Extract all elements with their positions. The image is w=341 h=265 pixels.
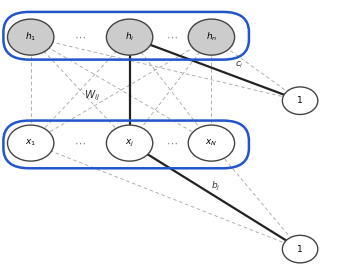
Text: $b_j$: $b_j$ [211,180,221,193]
Circle shape [188,125,235,161]
Circle shape [8,19,54,55]
Text: $\cdots$: $\cdots$ [166,138,178,148]
Circle shape [188,19,235,55]
Text: $h_1$: $h_1$ [25,31,36,43]
Text: $\cdots$: $\cdots$ [74,138,86,148]
Text: $h_i$: $h_i$ [125,31,134,43]
Text: $W_{ij}$: $W_{ij}$ [84,88,100,103]
Circle shape [106,125,153,161]
Text: $x_1$: $x_1$ [25,138,36,148]
Text: $x_N$: $x_N$ [205,138,218,148]
Circle shape [106,19,153,55]
Text: 1: 1 [297,96,303,105]
Text: $\cdots$: $\cdots$ [166,32,178,42]
Circle shape [8,125,54,161]
Text: $h_n$: $h_n$ [206,31,217,43]
Circle shape [282,235,318,263]
Text: $\cdots$: $\cdots$ [74,32,86,42]
Text: $c_i$: $c_i$ [235,60,244,70]
Text: $x_j$: $x_j$ [125,138,134,149]
Circle shape [282,87,318,114]
Text: 1: 1 [297,245,303,254]
